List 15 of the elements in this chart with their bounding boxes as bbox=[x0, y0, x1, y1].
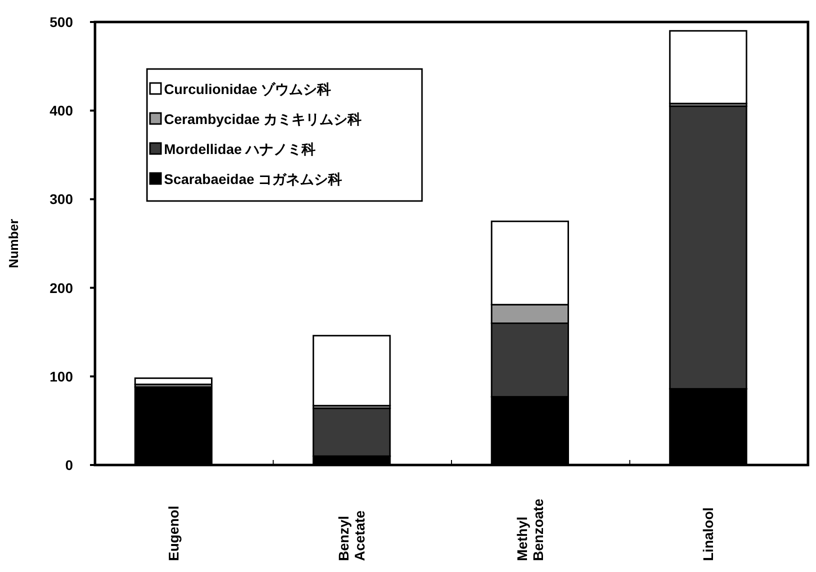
y-tick-label: 0 bbox=[65, 457, 74, 473]
y-tick-label: 300 bbox=[50, 191, 74, 208]
x-tick-label: Methyl Benzoate bbox=[514, 498, 546, 561]
legend-label: Scarabaeidae コガネムシ科 bbox=[164, 171, 342, 187]
y-tick-label: 200 bbox=[50, 280, 74, 296]
x-tick-label: Eugenol bbox=[165, 506, 182, 561]
y-axis-title: Number bbox=[6, 218, 21, 268]
legend-label: Curculionidae ゾウムシ科 bbox=[164, 81, 332, 97]
legend-label: Mordellidae ハナノミ科 bbox=[164, 141, 316, 157]
x-tick-label: Linalool bbox=[700, 507, 716, 561]
y-tick-label: 500 bbox=[50, 14, 74, 30]
y-tick-label: 400 bbox=[50, 102, 74, 119]
x-tick-label: Benzyl Acetate bbox=[336, 510, 368, 561]
y-tick-label: 100 bbox=[50, 368, 74, 384]
legend-label: Cerambycidae カミキリムシ科 bbox=[164, 111, 362, 127]
